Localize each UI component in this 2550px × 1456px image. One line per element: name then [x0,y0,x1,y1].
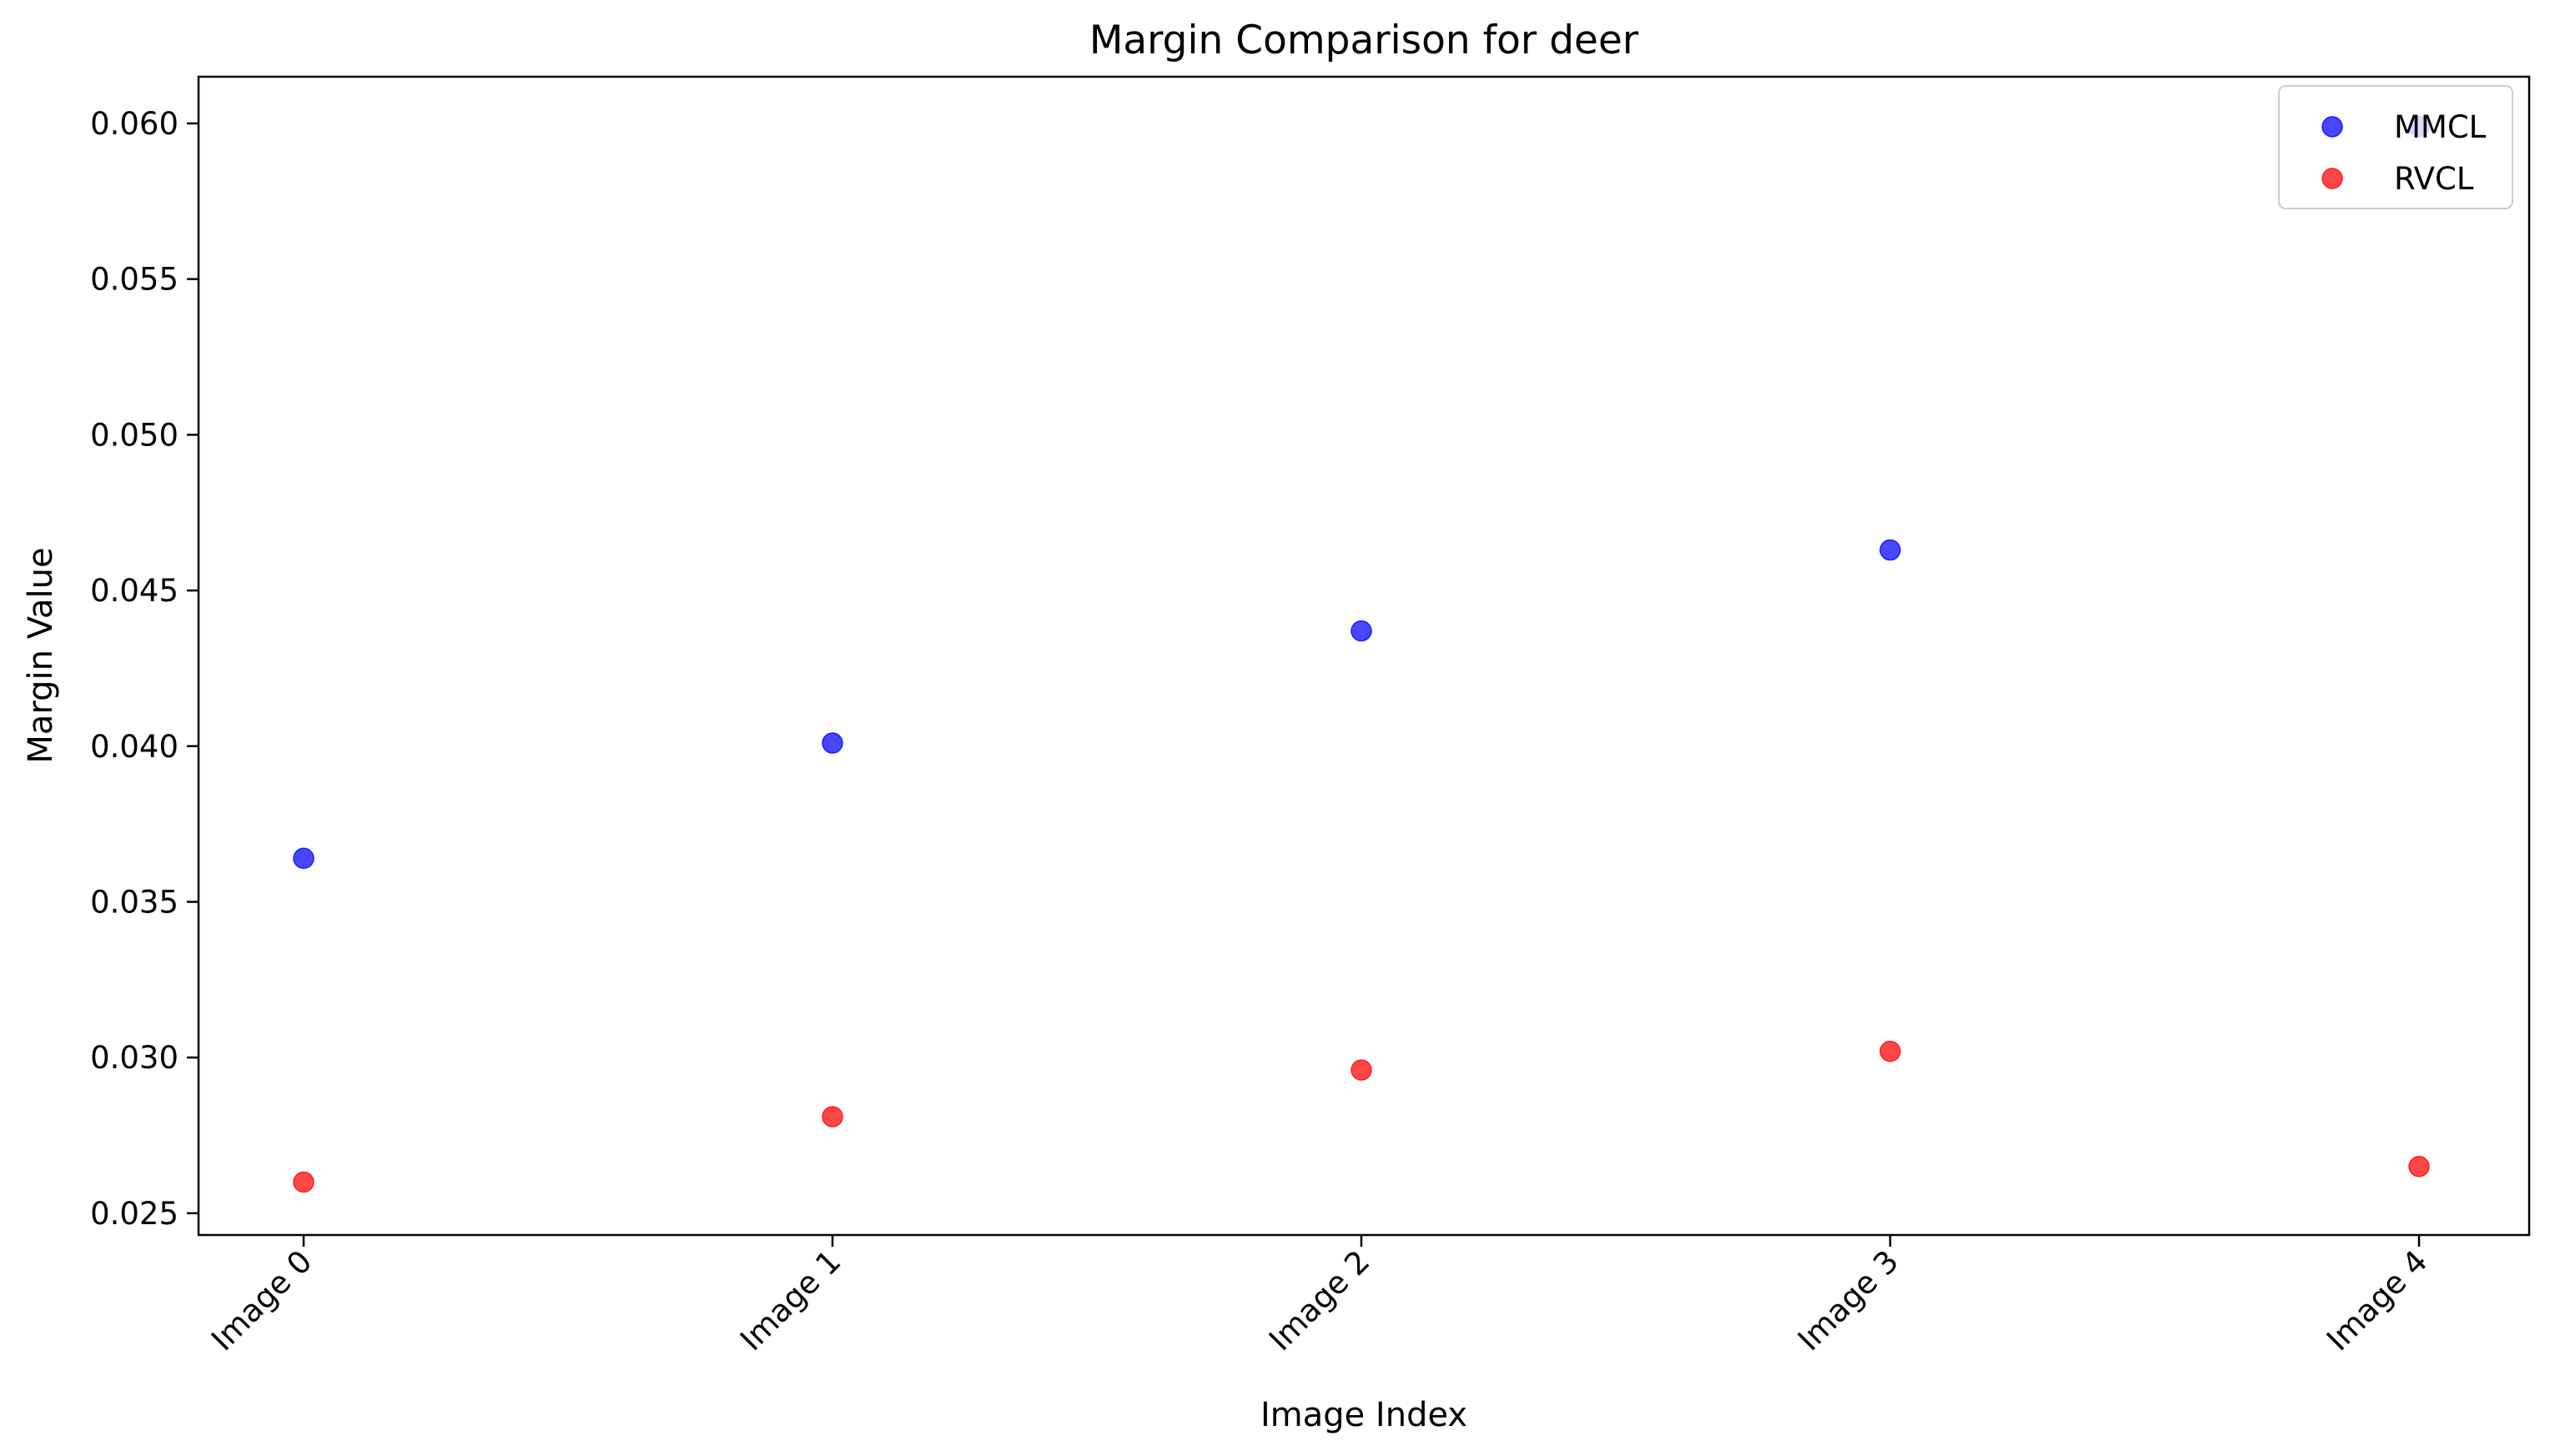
point-rvcl-3 [1879,1040,1901,1062]
legend: MMCL RVCL [2278,85,2513,209]
y-axis-ticks: 0.025 0.030 0.035 0.040 0.045 0.050 0.055 0.060 [90,106,199,1232]
point-rvcl-1 [822,1106,843,1127]
point-mmcl-2 [1350,620,1372,642]
point-mmcl-3 [1879,539,1901,561]
y-tick-label: 0.040 [90,729,179,765]
y-tick-label: 0.025 [90,1196,179,1232]
point-rvcl-4 [2408,1156,2430,1177]
y-tick-label: 0.055 [90,262,179,298]
legend-label-mmcl: MMCL [2394,109,2487,145]
y-axis-label: Margin Value [22,547,60,763]
y-tick-label: 0.030 [90,1040,179,1076]
y-tick-label: 0.045 [90,573,179,609]
y-tick-label: 0.035 [90,884,179,920]
legend-marker-rvcl [2321,168,2343,189]
legend-label-rvcl: RVCL [2394,161,2474,197]
y-tick-label: 0.060 [90,106,179,142]
point-mmcl-1 [822,732,843,754]
legend-items: MMCL RVCL [2321,109,2487,197]
y-tick-label: 0.050 [90,417,179,453]
plot-area-frame [197,75,2531,1237]
point-mmcl-0 [293,847,314,869]
chart-title: Margin Comparison for deer [1089,18,1639,63]
x-axis-label: Image Index [1260,1396,1467,1434]
point-rvcl-0 [293,1171,314,1193]
point-rvcl-2 [1350,1059,1372,1081]
legend-marker-mmcl [2321,116,2343,138]
